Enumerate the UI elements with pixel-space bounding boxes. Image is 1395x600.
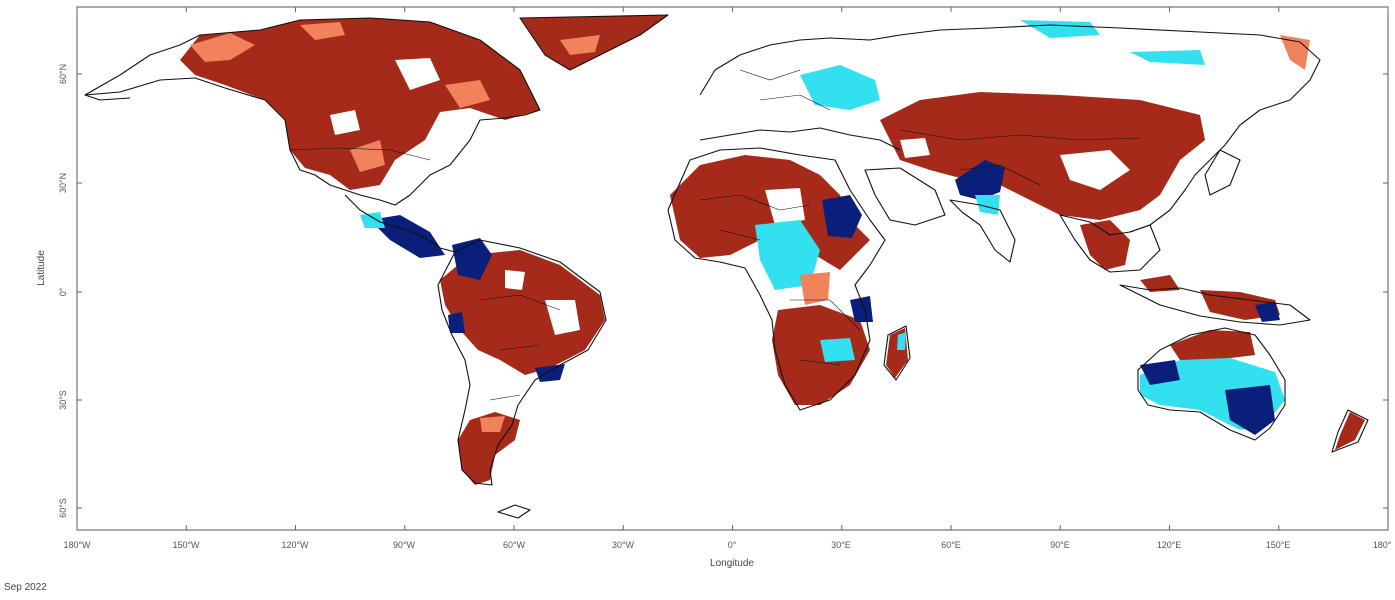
x-tick-label: 90°W [393, 540, 416, 550]
anomaly-regions [180, 15, 1365, 485]
x-tick-label: 60°E [941, 540, 961, 550]
coast-antarctic-fragment [497, 504, 531, 519]
region-patagonia-dark-red [458, 412, 520, 485]
coast-mediterranean [699, 127, 901, 151]
y-tick-label: 30°N [58, 173, 68, 193]
y-tick-label: 60°S [58, 498, 68, 518]
region-south-america-dark-red [440, 250, 605, 375]
region-north-america-gap [330, 58, 440, 135]
coast-north-america [84, 17, 541, 206]
coast-madagascar [883, 325, 911, 381]
x-tick-labels: 180°W 150°W 120°W 90°W 60°W 30°W 0° 30°E… [63, 540, 1391, 550]
coast-arabia [864, 167, 946, 226]
coast-africa [667, 147, 886, 411]
region-madagascar-cyan [897, 332, 906, 350]
y-tick-label: 0° [58, 287, 68, 296]
region-indonesia-blue [1255, 302, 1280, 322]
region-south-america-gap [505, 270, 580, 335]
y-axis-title: Latitude [36, 250, 47, 286]
x-tick-label: 180°W [63, 540, 91, 550]
x-tick-label: 120°E [1157, 540, 1182, 550]
x-tick-label: 120°W [281, 540, 309, 550]
region-australia-blue [1140, 360, 1275, 435]
region-greenland-light [560, 35, 600, 55]
x-tick-label: 150°E [1266, 540, 1291, 550]
coastlines [84, 14, 1369, 519]
region-southern-africa-dark-red [772, 305, 870, 405]
axis-ticks [76, 7, 1389, 530]
x-tick-label: 60°W [503, 540, 526, 550]
region-new-zealand [1335, 412, 1365, 450]
region-peru-blue [448, 312, 465, 333]
region-north-america-dark-red [180, 18, 540, 190]
x-tick-label: 150°W [172, 540, 200, 550]
region-asia-dark-red [880, 92, 1205, 220]
region-sudan-blue [822, 195, 862, 238]
region-siberia-cyan [1020, 20, 1205, 65]
region-southern-brazil-blue [535, 364, 565, 382]
x-tick-label: 30°E [831, 540, 851, 550]
region-southern-africa-cyan [820, 338, 855, 362]
y-tick-labels: 60°N 30°N 0° 30°S 60°S [58, 64, 68, 518]
coast-central-america [344, 194, 456, 253]
coast-japan [1204, 149, 1241, 196]
region-central-africa-cyan [755, 220, 820, 290]
coast-india [949, 199, 1016, 263]
coast-europe [699, 24, 1321, 233]
y-tick-label: 60°N [58, 64, 68, 84]
x-tick-label: 0° [728, 540, 737, 550]
region-central-america-blue [370, 215, 445, 258]
coast-new-zealand [1331, 409, 1369, 453]
region-patagonia-light [480, 416, 505, 432]
region-central-africa-light [800, 272, 830, 305]
region-sahel-gap [765, 188, 805, 225]
region-central-america-cyan [360, 212, 385, 228]
x-tick-label: 180° [1373, 540, 1392, 550]
region-asia-gap [900, 138, 1130, 190]
country-borders [289, 69, 1141, 401]
region-north-africa-dark-red [670, 155, 870, 270]
region-south-asia-blue [955, 160, 1005, 200]
region-southeast-asia-mixed [1080, 220, 1180, 292]
coast-greenland [519, 14, 669, 71]
coast-indonesia [1119, 284, 1311, 326]
region-australia-dark-red [1170, 330, 1255, 360]
coast-east-asia [1059, 214, 1161, 273]
x-tick-label: 30°W [612, 540, 635, 550]
coast-alaska-islands [84, 94, 131, 101]
x-axis-title: Longitude [710, 558, 754, 569]
region-eastern-europe-cyan [800, 65, 880, 110]
coast-south-america [437, 239, 607, 486]
region-south-asia-cyan [975, 195, 1000, 215]
region-north-america-light-red [190, 22, 490, 172]
date-label: Sep 2022 [4, 582, 47, 593]
region-east-africa-blue [850, 296, 873, 322]
coast-australia [1137, 327, 1286, 441]
y-tick-label: 30°S [58, 390, 68, 410]
x-tick-label: 90°E [1050, 540, 1070, 550]
